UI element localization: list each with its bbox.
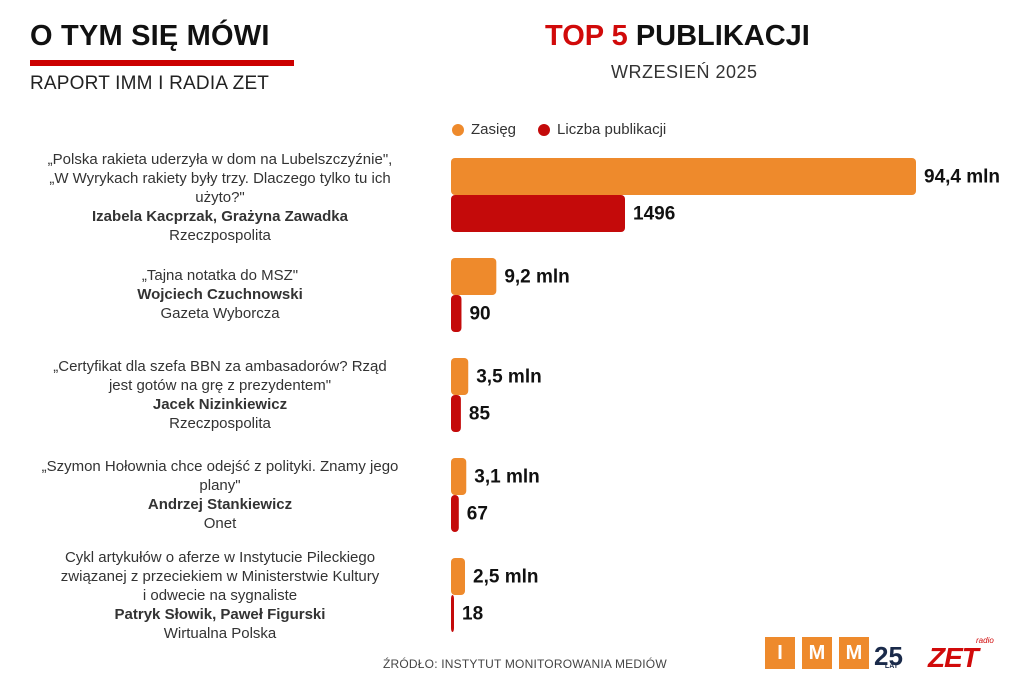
imm-logo-letter: M xyxy=(802,637,832,669)
data-label-count: 85 xyxy=(469,404,491,425)
legend-dot-count xyxy=(538,123,551,136)
item-author: Patryk Słowik, Paweł Figurski xyxy=(114,606,326,623)
brand-subtitle: RAPORT IMM I RADIA ZET xyxy=(30,73,270,94)
bar-reach xyxy=(451,458,467,495)
bar-reach xyxy=(451,558,465,595)
item-outlet: Onet xyxy=(203,515,237,532)
data-label-reach: 3,1 mln xyxy=(474,467,539,488)
bar-count xyxy=(451,395,461,432)
legend-item-reach: Zasięg xyxy=(452,121,516,138)
imm-logo-years: 25 xyxy=(874,641,903,671)
legend-dot-reach xyxy=(452,123,464,136)
chart-subtitle: WRZESIEŃ 2025 xyxy=(611,62,758,82)
data-label-reach: 3,5 mln xyxy=(476,367,541,388)
chart-title-rest: PUBLIKACJI xyxy=(635,20,810,52)
item-title-line: związanej z przeciekiem w Ministerstwie … xyxy=(60,568,380,585)
bar-reach xyxy=(451,358,469,395)
bar-count xyxy=(451,595,454,632)
imm-logo-letter: I xyxy=(765,637,795,669)
item-title-line: „Polska rakieta uderzyła w dom na Lubels… xyxy=(47,151,393,168)
chart-title-accent: TOP 5 xyxy=(545,20,628,52)
imm-logo-lat: LAT xyxy=(884,663,899,670)
source-note: ŹRÓDŁO: INSTYTUT MONITOROWANIA MEDIÓW xyxy=(383,657,667,671)
item-title-line: „W Wyrykach rakiety były trzy. Dlaczego … xyxy=(49,170,391,187)
item-title-line: i odwecie na sygnaliste xyxy=(142,587,298,604)
bar-reach xyxy=(451,158,916,195)
item-author: Andrzej Stankiewicz xyxy=(147,496,293,513)
bar-count xyxy=(451,195,625,232)
item-label-2: „Tajna notatka do MSZ" Wojciech Czuchnow… xyxy=(0,266,440,323)
item-author: Wojciech Czuchnowski xyxy=(137,286,303,303)
data-label-reach: 94,4 mln xyxy=(924,167,1000,188)
bar-reach xyxy=(451,258,497,295)
brand-title: O TYM SIĘ MÓWI xyxy=(30,20,270,52)
item-title-line: „Tajna notatka do MSZ" xyxy=(141,267,299,284)
data-label-count: 90 xyxy=(469,304,490,325)
data-label-reach: 9,2 mln xyxy=(504,267,569,288)
item-title-line: Cykl artykułów o aferze w Instytucie Pil… xyxy=(64,549,376,566)
item-title-line: jest gotów na grę z prezydentem" xyxy=(108,377,332,394)
item-author: Jacek Nizinkiewicz xyxy=(152,396,288,413)
data-label-reach: 2,5 mln xyxy=(473,567,538,588)
item-label-1: „Polska rakieta uderzyła w dom na Lubels… xyxy=(0,150,440,245)
data-label-count: 67 xyxy=(467,504,488,525)
item-label-3: „Certyfikat dla szefa BBN za ambasadorów… xyxy=(0,357,440,433)
imm-logo-letter: M xyxy=(839,637,869,669)
zet-logo-radio: radio xyxy=(976,636,994,645)
chart-legend: Zasięg Liczba publikacji xyxy=(452,121,688,138)
item-outlet: Rzeczpospolita xyxy=(169,415,271,432)
imm-logo: I M M 25 LAT xyxy=(765,637,903,670)
item-outlet: Gazeta Wyborcza xyxy=(160,305,280,322)
data-label-count: 18 xyxy=(462,604,483,625)
item-outlet: Rzeczpospolita xyxy=(169,227,271,244)
chart-title: TOP 5 PUBLIKACJI xyxy=(545,20,810,53)
data-label-count: 1496 xyxy=(633,204,675,225)
brand-rule xyxy=(30,60,294,66)
legend-label-reach: Zasięg xyxy=(471,121,517,138)
item-title-line: plany" xyxy=(199,477,241,494)
legend-label-count: Liczba publikacji xyxy=(557,121,667,138)
legend-item-count: Liczba publikacji xyxy=(538,121,666,138)
item-outlet: Wirtualna Polska xyxy=(163,625,277,642)
item-label-4: „Szymon Hołownia chce odejść z polityki.… xyxy=(0,457,440,533)
item-title-line: użyto?" xyxy=(195,189,245,206)
bar-count xyxy=(451,295,462,332)
item-label-5: Cykl artykułów o aferze w Instytucie Pil… xyxy=(0,548,440,643)
item-title-line: „Szymon Hołownia chce odejść z polityki.… xyxy=(41,458,399,475)
bar-count xyxy=(451,495,459,532)
item-author: Izabela Kacprzak, Grażyna Zawadka xyxy=(92,208,348,225)
item-title-line: „Certyfikat dla szefa BBN za ambasadorów… xyxy=(53,358,387,375)
zet-logo-word: ZET xyxy=(928,642,979,673)
